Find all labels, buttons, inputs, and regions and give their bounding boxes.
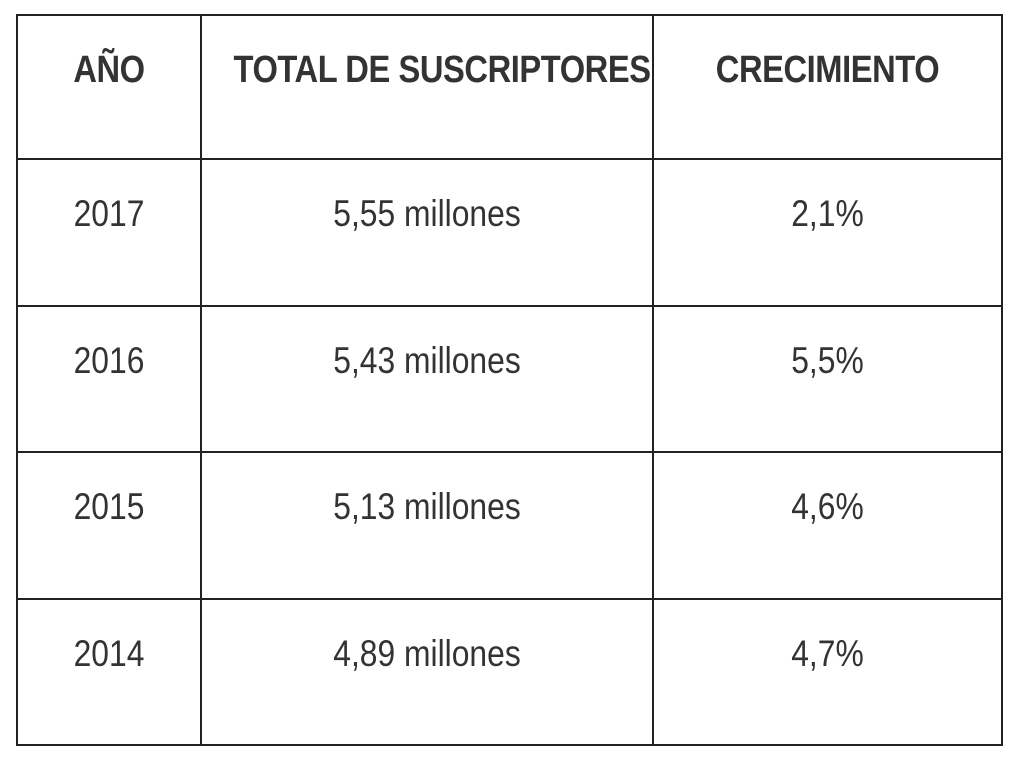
- table-body: 2017 5,55 millones 2,1% 2016 5,43 millon…: [16, 158, 1003, 746]
- table-row: 2014 4,89 millones 4,7%: [16, 597, 1003, 746]
- table-header: AÑO TOTAL DE SUSCRIPTORES CRECIMIENTO: [16, 14, 1003, 160]
- total-value: 5,55 millones: [333, 193, 521, 234]
- total-value: 5,43 millones: [333, 339, 521, 381]
- header-year: AÑO: [16, 14, 202, 160]
- header-total-label: TOTAL DE SUSCRIPTORES: [233, 49, 652, 91]
- total-value: 5,13 millones: [333, 486, 521, 527]
- header-row: AÑO TOTAL DE SUSCRIPTORES CRECIMIENTO: [16, 14, 1003, 160]
- cell-total: 4,89 millones: [200, 597, 654, 746]
- subscribers-table: AÑO TOTAL DE SUSCRIPTORES CRECIMIENTO 20…: [16, 14, 1003, 746]
- cell-growth: 2,1%: [652, 158, 1003, 307]
- header-total-subscribers: TOTAL DE SUSCRIPTORES: [200, 14, 654, 160]
- growth-value: 5,5%: [791, 339, 864, 381]
- table-row: 2016 5,43 millones 5,5%: [16, 304, 1003, 453]
- cell-total: 5,13 millones: [200, 451, 654, 600]
- growth-value: 4,6%: [791, 486, 864, 527]
- cell-year: 2017: [16, 158, 202, 307]
- growth-value: 2,1%: [791, 193, 864, 234]
- cell-growth: 4,7%: [652, 597, 1003, 746]
- cell-total: 5,43 millones: [200, 304, 654, 453]
- table-row: 2015 5,13 millones 4,6%: [16, 451, 1003, 600]
- cell-year: 2016: [16, 304, 202, 453]
- year-value: 2016: [73, 339, 145, 381]
- cell-year: 2014: [16, 597, 202, 746]
- cell-total: 5,55 millones: [200, 158, 654, 307]
- cell-growth: 5,5%: [652, 304, 1003, 453]
- growth-value: 4,7%: [791, 632, 864, 674]
- header-growth: CRECIMIENTO: [652, 14, 1003, 160]
- table-row: 2017 5,55 millones 2,1%: [16, 158, 1003, 307]
- cell-growth: 4,6%: [652, 451, 1003, 600]
- year-value: 2015: [73, 486, 145, 527]
- total-value: 4,89 millones: [333, 632, 521, 674]
- year-value: 2014: [73, 632, 145, 674]
- year-value: 2017: [73, 193, 145, 234]
- header-year-label: AÑO: [73, 49, 145, 91]
- cell-year: 2015: [16, 451, 202, 600]
- header-growth-label: CRECIMIENTO: [715, 49, 940, 91]
